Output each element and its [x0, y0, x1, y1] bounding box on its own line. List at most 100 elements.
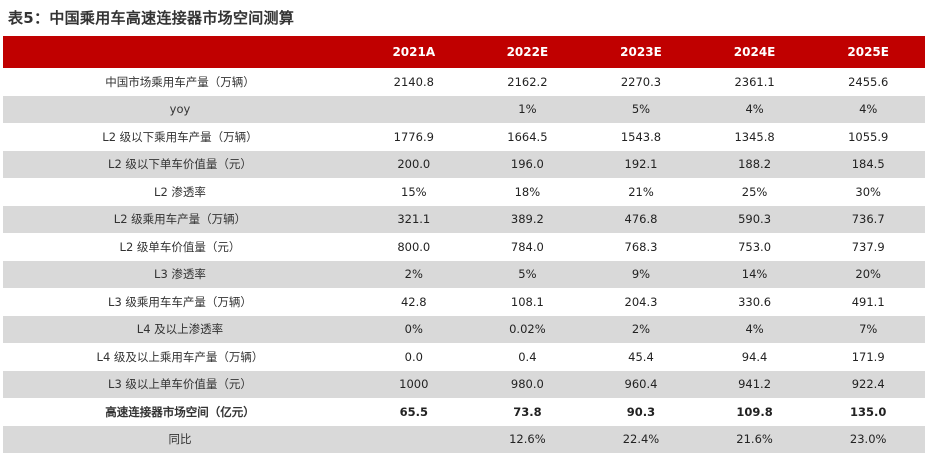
table-cell: 2% [357, 261, 471, 289]
table-cell: 476.8 [584, 206, 698, 234]
table-cell: 1% [471, 96, 585, 124]
table-cell: 20% [811, 261, 925, 289]
table-cell: 108.1 [471, 288, 585, 316]
table-cell: 2361.1 [698, 68, 812, 96]
table-cell: 768.3 [584, 233, 698, 261]
table-cell: 184.5 [811, 151, 925, 179]
table-cell: 14% [698, 261, 812, 289]
table-cell: 1664.5 [471, 123, 585, 151]
table-cell: 30% [811, 178, 925, 206]
row-label: L3 级以上单车价值量（元） [3, 371, 357, 399]
table-cell: 0.02% [471, 316, 585, 344]
table-title: 表5：中国乘用车高速连接器市场空间测算 [8, 7, 294, 28]
table-cell: 21.6% [698, 426, 812, 453]
table-cell: 25% [698, 178, 812, 206]
row-label: yoy [3, 96, 357, 124]
header-cell-2021a: 2021A [357, 36, 471, 68]
table-cell: 0% [357, 316, 471, 344]
row-label: L3 级乘用车车产量（万辆） [3, 288, 357, 316]
table-cell: 22.4% [584, 426, 698, 453]
table-cell: 1345.8 [698, 123, 812, 151]
table-cell: 188.2 [698, 151, 812, 179]
row-label: 中国市场乘用车产量（万辆） [3, 68, 357, 96]
row-label: L2 级乘用车产量（万辆） [3, 206, 357, 234]
table-cell: 922.4 [811, 371, 925, 399]
table-cell: 784.0 [471, 233, 585, 261]
header-cell-label [3, 36, 357, 68]
table-cell: 389.2 [471, 206, 585, 234]
row-label: L2 渗透率 [3, 178, 357, 206]
row-label: L4 及以上渗透率 [3, 316, 357, 344]
table-cell: 65.5 [357, 398, 471, 426]
header-cell-2024e: 2024E [698, 36, 812, 68]
table-cell: 2270.3 [584, 68, 698, 96]
table-cell: 45.4 [584, 343, 698, 371]
table-cell: 90.3 [584, 398, 698, 426]
table-cell: 2140.8 [357, 68, 471, 96]
table-cell: 15% [357, 178, 471, 206]
header-row: 2021A 2022E 2023E 2024E 2025E [3, 36, 925, 68]
row-label: L2 级以下乘用车产量（万辆） [3, 123, 357, 151]
table-cell: 21% [584, 178, 698, 206]
table-cell: 1776.9 [357, 123, 471, 151]
table-cell: 491.1 [811, 288, 925, 316]
table-cell: 736.7 [811, 206, 925, 234]
table-cell: 94.4 [698, 343, 812, 371]
table-cell: 737.9 [811, 233, 925, 261]
header-cell-2022e: 2022E [471, 36, 585, 68]
table-cell: 800.0 [357, 233, 471, 261]
table-cell: 135.0 [811, 398, 925, 426]
table-cell: 200.0 [357, 151, 471, 179]
table-cell: 330.6 [698, 288, 812, 316]
table-cell: 9% [584, 261, 698, 289]
table-cell: 753.0 [698, 233, 812, 261]
table-cell: 2455.6 [811, 68, 925, 96]
table-cell [357, 96, 471, 124]
row-label: L2 级以下单车价值量（元） [3, 151, 357, 179]
table-cell: 2162.2 [471, 68, 585, 96]
header-cell-2023e: 2023E [584, 36, 698, 68]
table-cell: 980.0 [471, 371, 585, 399]
table-cell: 590.3 [698, 206, 812, 234]
table-cell: 73.8 [471, 398, 585, 426]
table-cell: 192.1 [584, 151, 698, 179]
row-label: L4 级及以上乘用车产量（万辆） [3, 343, 357, 371]
market-size-table: 2021A 2022E 2023E 2024E 2025E 中国市场乘用车产量（… [3, 36, 925, 453]
header-cell-2025e: 2025E [811, 36, 925, 68]
table-cell [357, 426, 471, 453]
table-cell: 0.4 [471, 343, 585, 371]
row-label: L2 级单车价值量（元） [3, 233, 357, 261]
table-cell: 1543.8 [584, 123, 698, 151]
table-cell: 4% [698, 96, 812, 124]
table-cell: 941.2 [698, 371, 812, 399]
table-cell: 18% [471, 178, 585, 206]
table-cell: 960.4 [584, 371, 698, 399]
table-cell: 196.0 [471, 151, 585, 179]
table-cell: 2% [584, 316, 698, 344]
table-cell: 5% [471, 261, 585, 289]
table-cell: 1055.9 [811, 123, 925, 151]
table-cell: 171.9 [811, 343, 925, 371]
table-cell: 12.6% [471, 426, 585, 453]
table-cell: 23.0% [811, 426, 925, 453]
table-cell: 42.8 [357, 288, 471, 316]
table-cell: 4% [698, 316, 812, 344]
table-cell: 321.1 [357, 206, 471, 234]
table-cell: 204.3 [584, 288, 698, 316]
row-label: L3 渗透率 [3, 261, 357, 289]
table-cell: 1000 [357, 371, 471, 399]
table-cell: 0.0 [357, 343, 471, 371]
